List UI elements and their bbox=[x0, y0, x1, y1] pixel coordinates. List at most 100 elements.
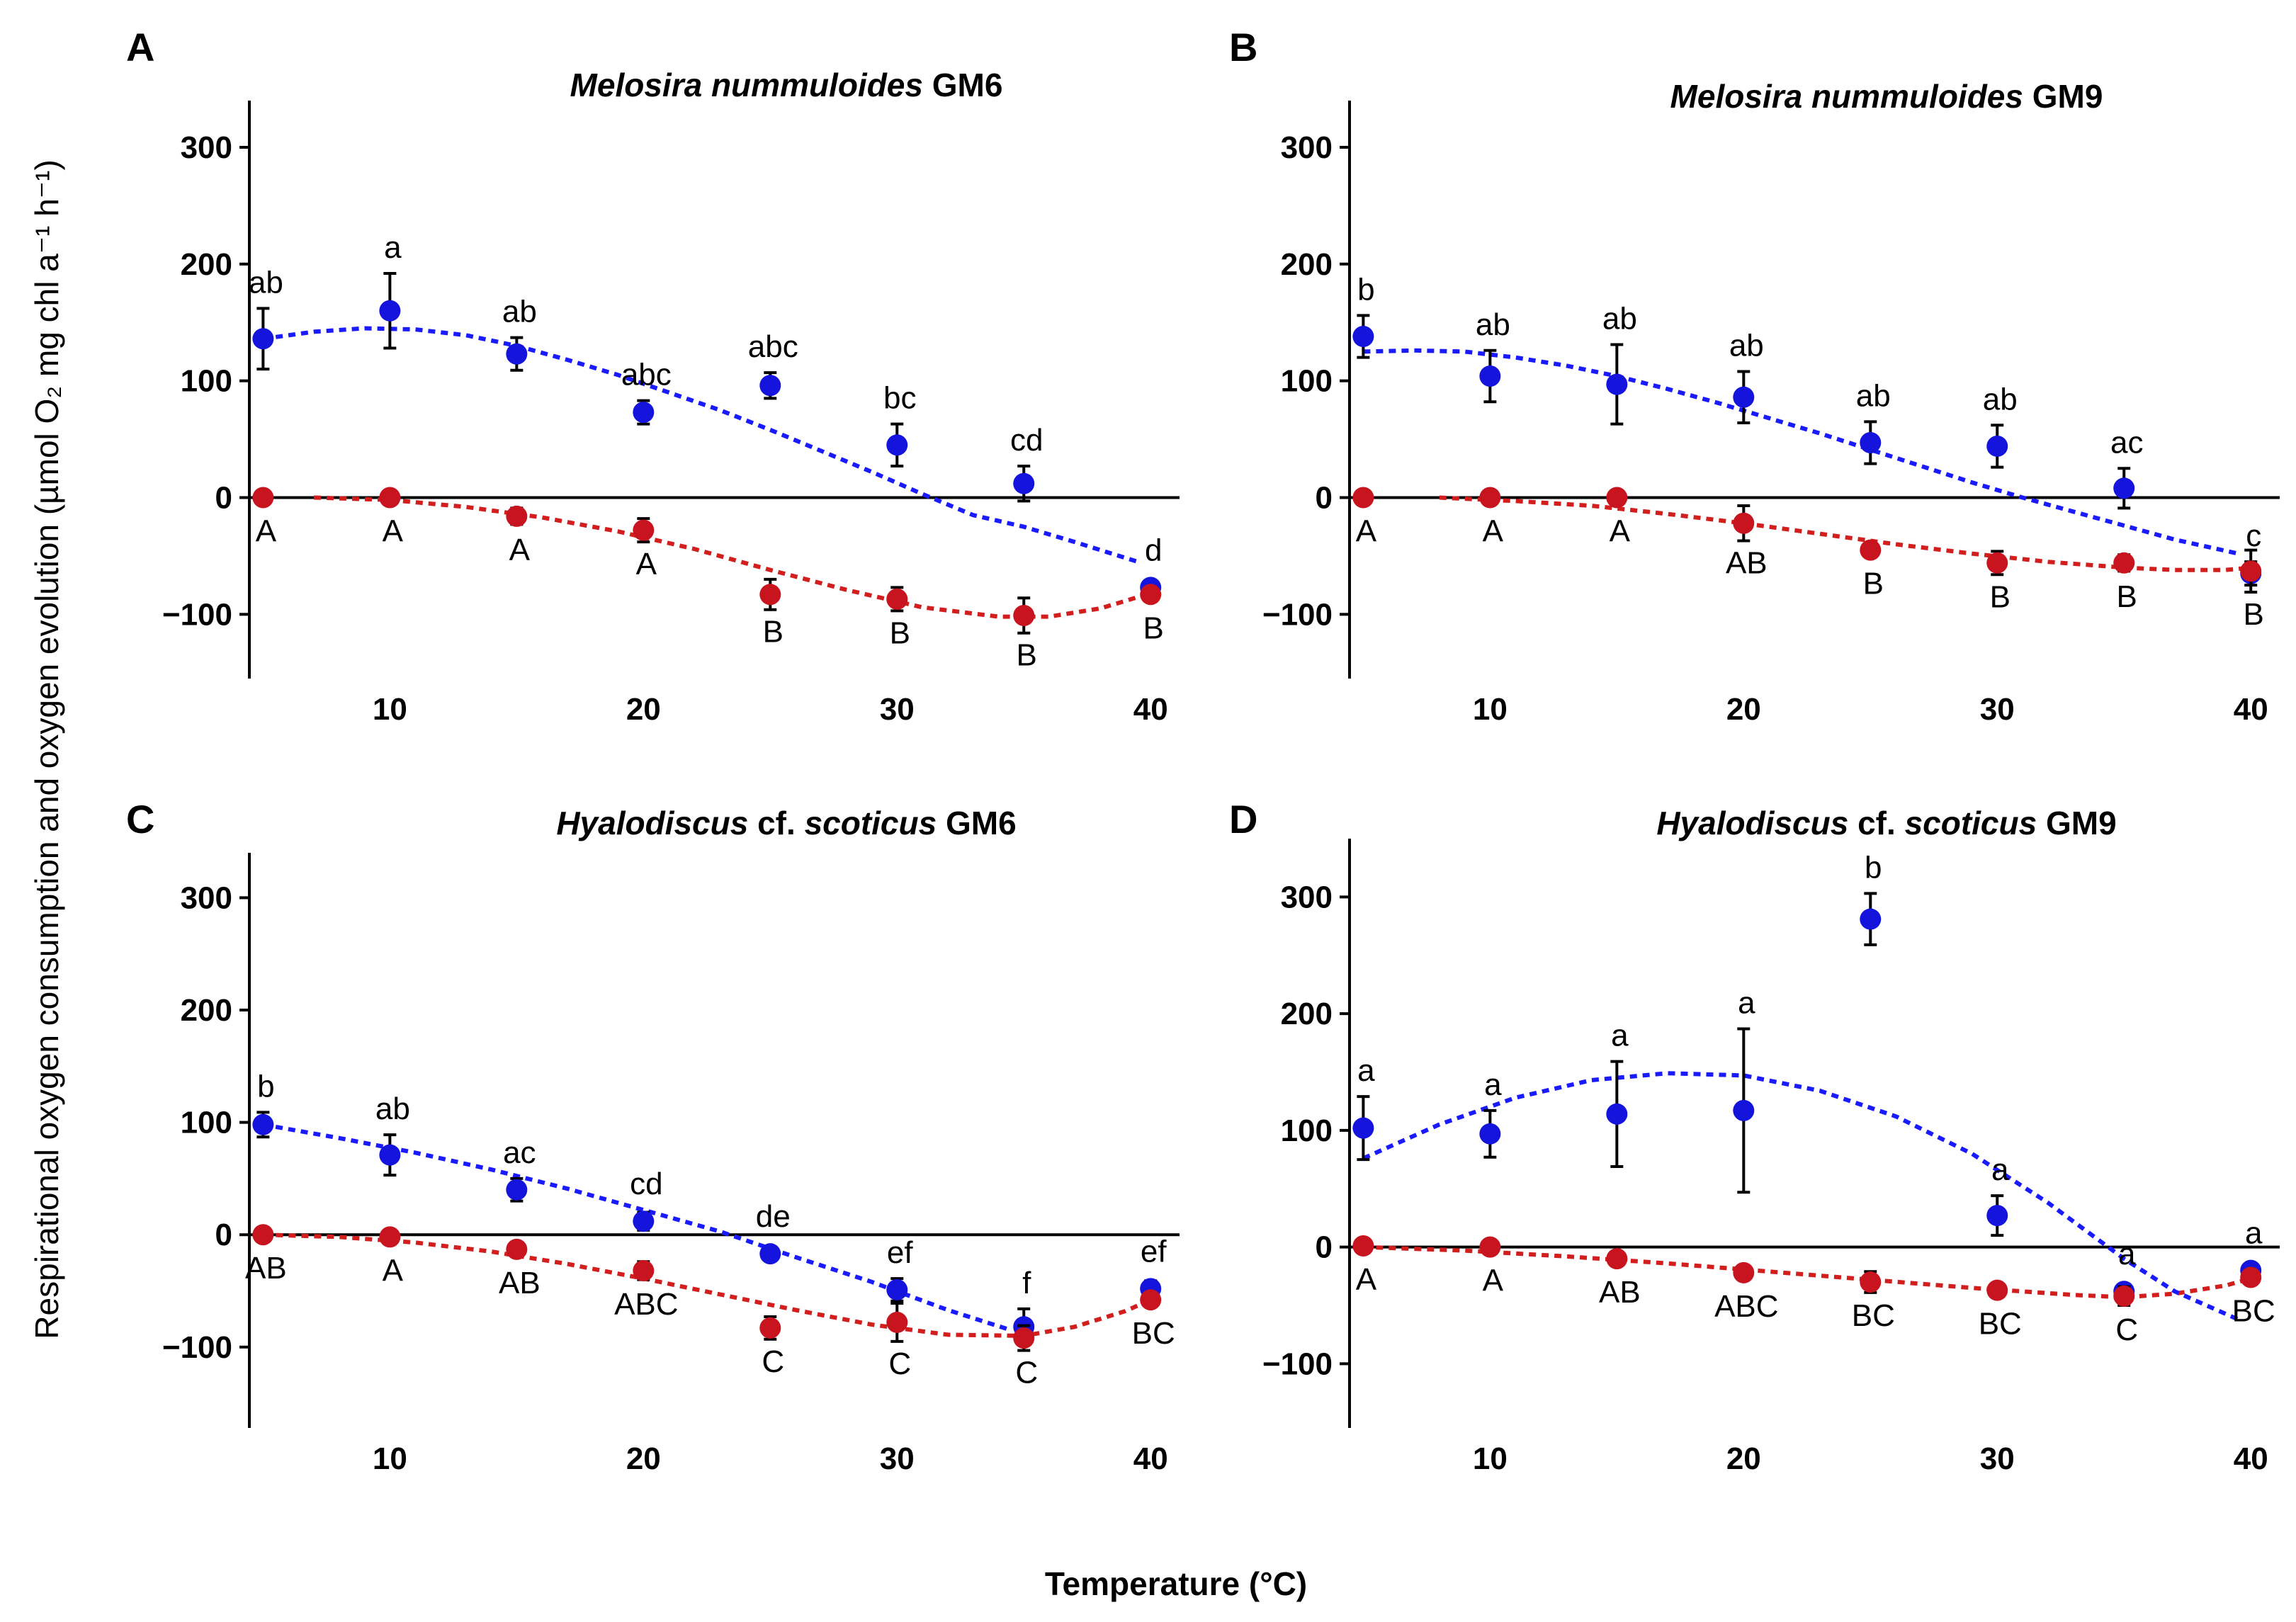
point-evolution bbox=[1352, 1117, 1374, 1139]
point-evolution bbox=[1606, 1103, 1628, 1125]
fit-curve-evolution bbox=[1362, 1071, 2239, 1322]
sig-label-evolution: abc bbox=[748, 329, 798, 364]
x-tick-label: 40 bbox=[1133, 692, 1168, 727]
point-evolution bbox=[1733, 386, 1755, 408]
x-tick-label: 20 bbox=[626, 692, 661, 727]
y-tick-label: −100 bbox=[162, 1330, 232, 1365]
point-evolution bbox=[1860, 908, 1882, 930]
sig-label-evolution: d bbox=[1145, 533, 1162, 567]
x-tick-label: 10 bbox=[373, 1441, 407, 1476]
panel-b: B Melosira nummuloides GM9 300 200 100 0 −100 1… bbox=[1229, 25, 2280, 727]
point-evolution bbox=[759, 1243, 781, 1265]
sig-label-consumption: ABC bbox=[614, 1287, 678, 1322]
sig-label-evolution: ab bbox=[375, 1091, 410, 1126]
title-species: Hyalodiscus bbox=[556, 805, 748, 841]
sig-label-consumption: BC bbox=[1979, 1307, 2022, 1342]
sig-label-consumption: B bbox=[1863, 567, 1884, 601]
point-evolution bbox=[1479, 365, 1501, 387]
y-tick-label: 100 bbox=[1281, 1113, 1333, 1148]
point-consumption bbox=[379, 1226, 401, 1248]
sig-label-evolution: ab bbox=[1602, 302, 1637, 336]
point-consumption bbox=[2113, 552, 2135, 574]
point-consumption bbox=[633, 519, 655, 541]
sig-label-consumption: ABC bbox=[1714, 1289, 1778, 1324]
point-consumption bbox=[1986, 552, 2008, 574]
sig-label-evolution: cd bbox=[1010, 423, 1043, 458]
point-consumption bbox=[1733, 512, 1755, 534]
sig-label-consumption: AB bbox=[499, 1266, 541, 1300]
x-tick-label: 20 bbox=[1726, 1441, 1761, 1476]
sig-label-evolution: b bbox=[257, 1069, 274, 1104]
sig-label-evolution: b bbox=[1865, 850, 1882, 885]
y-tick-label: 300 bbox=[1281, 130, 1333, 165]
sig-label-evolution: cd bbox=[630, 1167, 662, 1201]
point-consumption bbox=[506, 505, 528, 527]
panel-letter: B bbox=[1229, 25, 1257, 69]
point-evolution bbox=[1860, 432, 1882, 454]
point-evolution bbox=[1352, 325, 1374, 347]
title-species2: scoticus bbox=[1905, 805, 2037, 841]
title-strain: GM9 bbox=[2023, 78, 2103, 115]
title-species: Melosira nummuloides bbox=[570, 67, 923, 103]
x-tick-label: 40 bbox=[2234, 692, 2268, 727]
point-consumption bbox=[1986, 1279, 2008, 1301]
fit-curve-evolution bbox=[1363, 348, 2239, 556]
sig-label-consumption: A bbox=[383, 514, 404, 548]
title-species: Melosira nummuloides bbox=[1670, 78, 2023, 115]
y-tick-label: −100 bbox=[162, 597, 232, 632]
y-tick-label: 200 bbox=[1281, 997, 1333, 1031]
point-evolution bbox=[252, 1113, 274, 1135]
fit-curve-consumption bbox=[313, 495, 1152, 619]
sig-label-consumption: BC bbox=[2232, 1293, 2275, 1328]
sig-label-evolution: a bbox=[2118, 1237, 2136, 1271]
title-cf: cf. bbox=[1848, 805, 1904, 841]
y-tick-label: −100 bbox=[1262, 1346, 1333, 1381]
sig-label-evolution: c bbox=[2246, 518, 2261, 553]
panel-title: Melosira nummuloides GM6 bbox=[570, 67, 1003, 103]
point-evolution bbox=[1013, 472, 1035, 494]
point-consumption bbox=[1140, 584, 1162, 606]
point-evolution bbox=[633, 1210, 655, 1232]
point-evolution bbox=[506, 1179, 528, 1201]
point-consumption bbox=[759, 1317, 781, 1339]
sig-label-evolution: a bbox=[1357, 1053, 1375, 1088]
sig-label-evolution: ab bbox=[1983, 382, 2018, 416]
sig-label-consumption: A bbox=[1610, 514, 1631, 548]
title-species: Hyalodiscus bbox=[1656, 805, 1848, 841]
y-tick-label: 300 bbox=[181, 880, 232, 915]
title-strain: GM6 bbox=[923, 67, 1002, 103]
sig-label-evolution: a bbox=[1991, 1152, 2009, 1187]
sig-label-evolution: de bbox=[756, 1199, 791, 1234]
title-strain: GM9 bbox=[2037, 805, 2116, 841]
sig-label-evolution: a bbox=[1611, 1019, 1629, 1053]
sig-label-consumption: C bbox=[888, 1346, 911, 1381]
point-evolution bbox=[1733, 1099, 1755, 1121]
point-consumption bbox=[1013, 1327, 1035, 1349]
sig-label-evolution: ac bbox=[503, 1135, 536, 1170]
y-tick-label: 300 bbox=[1281, 880, 1333, 914]
point-consumption bbox=[1606, 487, 1628, 509]
point-evolution bbox=[379, 300, 401, 322]
point-evolution bbox=[2113, 477, 2135, 499]
x-tick-label: 30 bbox=[880, 1441, 915, 1476]
sig-label-evolution: a bbox=[384, 230, 402, 265]
sig-label-consumption: A bbox=[1356, 1262, 1377, 1297]
point-consumption bbox=[1733, 1261, 1755, 1283]
point-evolution bbox=[252, 328, 274, 350]
point-consumption bbox=[506, 1238, 528, 1260]
point-consumption bbox=[1013, 604, 1035, 626]
sig-label-evolution: a bbox=[1738, 986, 1755, 1021]
sig-label-consumption: AB bbox=[245, 1251, 287, 1286]
point-consumption bbox=[1352, 1235, 1374, 1257]
point-consumption bbox=[886, 1311, 908, 1333]
x-tick-label: 10 bbox=[1473, 692, 1508, 727]
x-tick-label: 30 bbox=[1980, 692, 2015, 727]
sig-label-consumption: B bbox=[1990, 579, 2011, 614]
y-tick-label: 200 bbox=[181, 247, 232, 282]
sig-label-evolution: abc bbox=[621, 358, 672, 392]
point-consumption bbox=[886, 588, 908, 610]
sig-label-evolution: ac bbox=[2110, 425, 2143, 460]
sig-label-consumption: A bbox=[636, 547, 657, 582]
sig-label-consumption: C bbox=[2115, 1312, 2138, 1347]
